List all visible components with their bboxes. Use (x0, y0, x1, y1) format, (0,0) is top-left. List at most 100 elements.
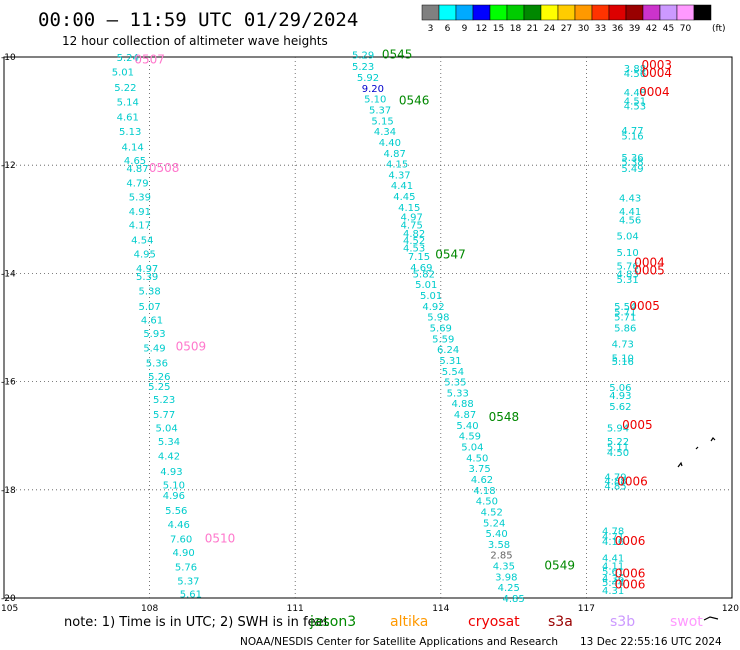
colorbar-label: 36 (612, 24, 624, 34)
colorbar-swatch (693, 4, 712, 21)
wave-height-label: 4.92 (422, 302, 444, 313)
wave-height-label: 4.79 (604, 472, 626, 483)
pass-label: 0005 (629, 299, 660, 313)
wave-height-label: 5.37 (177, 577, 199, 588)
wave-height-label: 5.11 (607, 443, 629, 454)
wave-height-label: 4.18 (473, 486, 495, 497)
wave-height-label: 5.71 (614, 307, 636, 318)
wave-height-label: 5.31 (617, 275, 639, 286)
wave-height-label: 5.98 (427, 313, 449, 324)
wave-height-label: 4.56 (619, 215, 641, 226)
wave-height-label: 4.65 (124, 156, 146, 167)
colorbar-label: 12 (476, 24, 487, 34)
colorbar-label: 30 (578, 24, 590, 34)
wave-height-label: 5.01 (420, 291, 442, 302)
wave-height-label: 4.34 (374, 127, 396, 138)
wave-height-label: 5.16 (621, 131, 643, 142)
colorbar-swatch (540, 4, 559, 21)
wave-height-label: 5.38 (138, 287, 160, 298)
wave-height-label: 5.40 (485, 529, 507, 540)
wave-height-label: 4.52 (481, 507, 503, 518)
pass-label: 0003 (641, 58, 672, 72)
colorbar-label: 24 (544, 24, 556, 34)
satellite-legend-item: swot (670, 614, 703, 630)
x-tick-label: 120 (722, 604, 739, 614)
wave-height-label: 5.82 (413, 269, 435, 280)
wave-height-label: 5.40 (456, 421, 478, 432)
pass-label: 0508 (149, 161, 180, 175)
wave-height-label: 5.04 (461, 443, 483, 454)
colorbar-label: 3 (428, 24, 434, 34)
wave-height-label: 5.69 (430, 324, 452, 335)
colorbar-label: 6 (445, 24, 451, 34)
wave-height-label: 4.31 (602, 586, 624, 597)
wave-height-label: 4.79 (126, 179, 148, 190)
wave-height-label: 5.49 (621, 164, 643, 175)
footer-timestamp: 13 Dec 22:55:16 UTC 2024 (580, 636, 722, 648)
wave-height-label: 6.24 (437, 345, 459, 356)
wave-height-label: 4.41 (602, 553, 624, 564)
wave-height-label: 5.24 (117, 53, 139, 64)
colorbar-swatch (438, 4, 457, 21)
wave-height-label: 4.14 (121, 142, 143, 153)
wave-height-label: 4.95 (134, 249, 156, 260)
wave-height-label: 4.41 (619, 207, 641, 218)
wave-height-label: 5.76 (617, 261, 639, 272)
chart-title: 00:00 – 11:59 UTC 01/29/2024 (38, 9, 358, 31)
wave-height-label: 5.01 (415, 280, 437, 291)
wave-height-label: 4.62 (471, 475, 493, 486)
colorbar-swatch (506, 4, 525, 21)
coastline-islands (677, 437, 719, 621)
colorbar-label: 45 (663, 24, 674, 34)
colorbar-label: 27 (561, 24, 572, 34)
wave-height-label: 4.91 (129, 207, 151, 218)
wave-height-label: 5.33 (447, 388, 469, 399)
wave-height-label: 4.71 (602, 532, 624, 543)
wave-height-label: 5.10 (364, 95, 386, 106)
wave-height-label: 5.61 (602, 567, 624, 578)
jason3-track: 5.295.235.929.205.105.375.154.344.404.87… (352, 50, 525, 605)
wave-height-label: 5.71 (614, 313, 636, 324)
wave-height-label: 2.85 (490, 551, 512, 562)
plot-grid (4, 57, 732, 598)
wave-height-label: 5.36 (146, 359, 168, 370)
wave-height-label: 5.15 (371, 116, 393, 127)
colorbar-label: 18 (510, 24, 522, 34)
pass-label: 0004 (634, 256, 665, 270)
colorbar-label: 70 (680, 24, 692, 34)
x-tick-labels: 105 108 111 114 117 120 (1, 604, 739, 614)
wave-height-label: 5.38 (621, 157, 643, 168)
wave-height-label: 3.98 (495, 572, 517, 583)
wave-height-label: 4.41 (391, 181, 413, 192)
pass-label: 0006 (615, 577, 646, 591)
wave-height-label: 4.46 (168, 520, 190, 531)
colorbar-swatch (625, 4, 644, 21)
wave-height-label: 4.90 (172, 548, 194, 559)
colorbar-swatch (591, 4, 610, 21)
wave-height-label: 4.59 (459, 432, 481, 443)
wave-height-label: 5.10 (163, 480, 185, 491)
colorbar-label: 15 (493, 24, 504, 34)
wave-height-label: 7.15 (408, 252, 430, 263)
pass-label: 0545 (382, 47, 413, 61)
pass-label: 0006 (615, 534, 646, 548)
colorbar-swatch (472, 4, 491, 21)
wave-height-label: 5.37 (369, 105, 391, 116)
satellite-legend-item: jason3 (309, 614, 356, 630)
colorbar-label: 21 (527, 24, 538, 34)
satellite-legend-item: s3b (610, 614, 635, 630)
colorbar-swatch (574, 4, 593, 21)
colorbar-label: 39 (629, 24, 641, 34)
pass-label: 0004 (641, 66, 672, 80)
footer-source: NOAA/NESDIS Center for Satellite Applica… (240, 636, 558, 648)
wave-height-label: 5.36 (621, 153, 643, 164)
wave-height-label: 4.93 (160, 467, 182, 478)
pass-label: 0546 (399, 93, 430, 107)
wave-height-label: 4.85 (604, 481, 626, 492)
wave-height-label: 4.93 (609, 391, 631, 402)
satellite-legend: jason3 altika cryosat s3a s3b swot (309, 614, 703, 630)
colorbar-swatch (608, 4, 627, 21)
wave-height-label: 4.61 (141, 315, 163, 326)
wave-height-label: 5.13 (119, 127, 141, 138)
